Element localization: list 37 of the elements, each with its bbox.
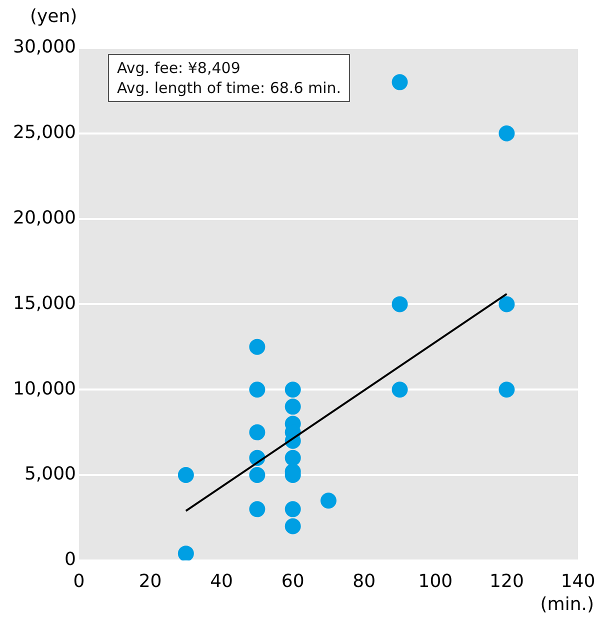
annotation: Avg. fee: ¥8,409 xyxy=(117,58,242,78)
point xyxy=(178,467,194,483)
point xyxy=(498,125,515,142)
y-tick-label: 30,000 xyxy=(13,36,76,58)
point xyxy=(249,501,266,518)
y-tick-label: 5,000 xyxy=(24,464,76,485)
x-tick-label: 20 xyxy=(138,570,162,592)
point xyxy=(498,382,515,398)
point xyxy=(392,74,408,90)
y-tick-label: 10,000 xyxy=(13,378,76,400)
point xyxy=(178,546,194,560)
point xyxy=(249,424,266,440)
point xyxy=(392,382,408,398)
point xyxy=(249,338,266,355)
x-tick-label: 140 xyxy=(560,570,596,592)
point xyxy=(249,467,266,483)
x-tick-label: 60 xyxy=(281,570,304,592)
point xyxy=(392,296,408,312)
point xyxy=(284,450,301,466)
y-tick-label: 25,000 xyxy=(13,122,76,144)
point xyxy=(284,501,301,518)
point xyxy=(320,492,336,509)
point xyxy=(284,398,301,415)
point xyxy=(249,382,266,398)
point xyxy=(284,382,301,398)
point xyxy=(498,296,515,312)
x-tick-label: 120 xyxy=(490,570,524,592)
y-axis-title: (yen) xyxy=(30,6,78,27)
x-tick-label: 100 xyxy=(418,570,453,592)
x-tick-label: 40 xyxy=(210,570,234,592)
y-tick-label: 0 xyxy=(64,549,76,570)
annotation: Avg. length of time: 68.6 min. xyxy=(117,78,342,98)
y-tick-label: 20,000 xyxy=(13,207,76,228)
x-axis-title: (min.) xyxy=(540,594,594,615)
x-tick-label: 80 xyxy=(352,570,376,592)
y-tick-label: 15,000 xyxy=(13,292,76,314)
point xyxy=(284,518,301,534)
